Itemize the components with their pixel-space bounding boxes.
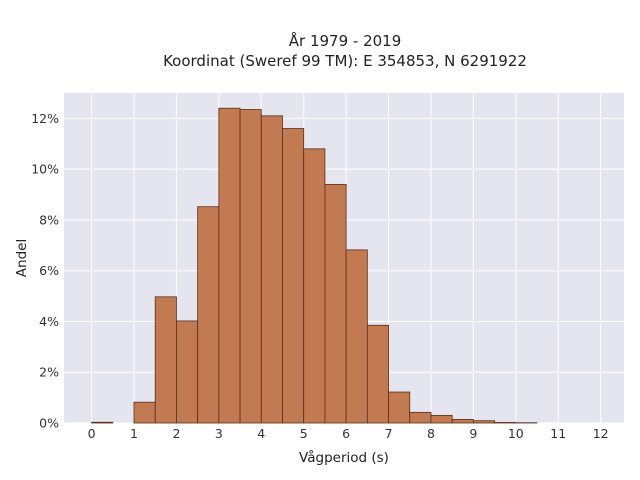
histogram-bar <box>133 401 156 424</box>
histogram-bar <box>176 320 199 424</box>
y-tick-label: 4% <box>39 314 59 329</box>
x-tick-label: 3 <box>215 426 223 441</box>
histogram-bar <box>366 324 389 424</box>
x-tick-label: 7 <box>385 426 393 441</box>
x-tick-label: 6 <box>342 426 350 441</box>
x-tick-label: 0 <box>88 426 96 441</box>
x-tick-label: 8 <box>427 426 435 441</box>
histogram-bar <box>345 249 368 424</box>
histogram-bar <box>451 419 474 424</box>
y-tick-label: 10% <box>31 162 59 177</box>
x-tick-label: 10 <box>508 426 524 441</box>
y-axis-label: Andel <box>14 239 30 277</box>
histogram-bar <box>409 411 432 424</box>
x-axis-ticks: 0 1 2 3 4 5 6 7 8 9 10 11 12 <box>88 426 609 441</box>
y-tick-label: 8% <box>39 212 59 227</box>
histogram-bar <box>324 183 347 424</box>
x-tick-label: 5 <box>300 426 308 441</box>
y-tick-label: 12% <box>31 111 59 126</box>
x-axis-label: Vågperiod (s) <box>299 449 389 466</box>
histogram-bar <box>388 391 411 424</box>
histogram-bar <box>218 107 241 424</box>
x-tick-label: 2 <box>172 426 180 441</box>
histogram-bar <box>197 206 220 424</box>
x-tick-label: 11 <box>550 426 566 441</box>
histogram-bar <box>239 109 262 424</box>
chart-title: År 1979 - 2019 <box>289 31 402 50</box>
bars <box>91 107 538 424</box>
y-tick-label: 2% <box>39 365 59 380</box>
x-tick-label: 12 <box>593 426 609 441</box>
histogram-bar <box>303 148 326 424</box>
histogram-bar <box>91 421 114 424</box>
x-tick-label: 9 <box>469 426 477 441</box>
histogram-bar <box>494 422 517 424</box>
histogram-bar <box>154 296 177 424</box>
y-tick-label: 0% <box>39 416 59 431</box>
histogram-bar <box>430 414 453 424</box>
histogram-bar <box>260 115 283 424</box>
x-tick-label: 1 <box>130 426 138 441</box>
x-tick-label: 4 <box>257 426 265 441</box>
histogram-bar <box>472 420 496 424</box>
histogram-bar <box>282 128 305 424</box>
y-tick-label: 6% <box>39 263 59 278</box>
y-axis-ticks: 0% 2% 4% 6% 8% 10% 12% <box>31 111 59 431</box>
chart-subtitle: Koordinat (Sweref 99 TM): E 354853, N 62… <box>163 52 527 70</box>
